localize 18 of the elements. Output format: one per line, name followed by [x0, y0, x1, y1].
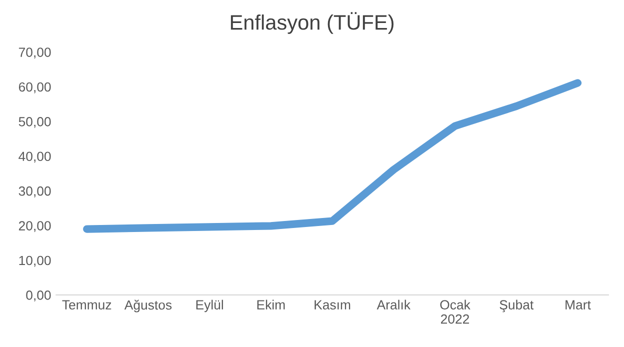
y-tick-label: 30,00 [18, 186, 51, 198]
x-tick-label: Kasım [314, 300, 350, 310]
y-tick-label: 40,00 [18, 152, 51, 163]
y-tick-label: 70,00 [18, 48, 51, 59]
chart-title: Enflasyon (TÜFE) [230, 12, 394, 34]
y-tick-label: 60,00 [18, 82, 51, 94]
y-tick-label: 0,00 [26, 290, 51, 302]
x-tick-label: Şubat [500, 300, 534, 312]
x-tick-label: Ocak 2022 [440, 300, 470, 324]
x-tick-label: Eylül [196, 300, 223, 312]
y-tick-label: 50,00 [18, 117, 51, 128]
x-tick-label: Aralık [376, 300, 411, 310]
x-tick-label: Ekim [257, 300, 285, 310]
x-tick-label: Ağustos [124, 300, 172, 312]
y-tick-label: 20,00 [18, 221, 51, 232]
x-tick-label: Mart [566, 300, 591, 310]
x-tick-label: Temmuz [62, 300, 112, 310]
y-tick-label: 10,00 [19, 256, 51, 267]
